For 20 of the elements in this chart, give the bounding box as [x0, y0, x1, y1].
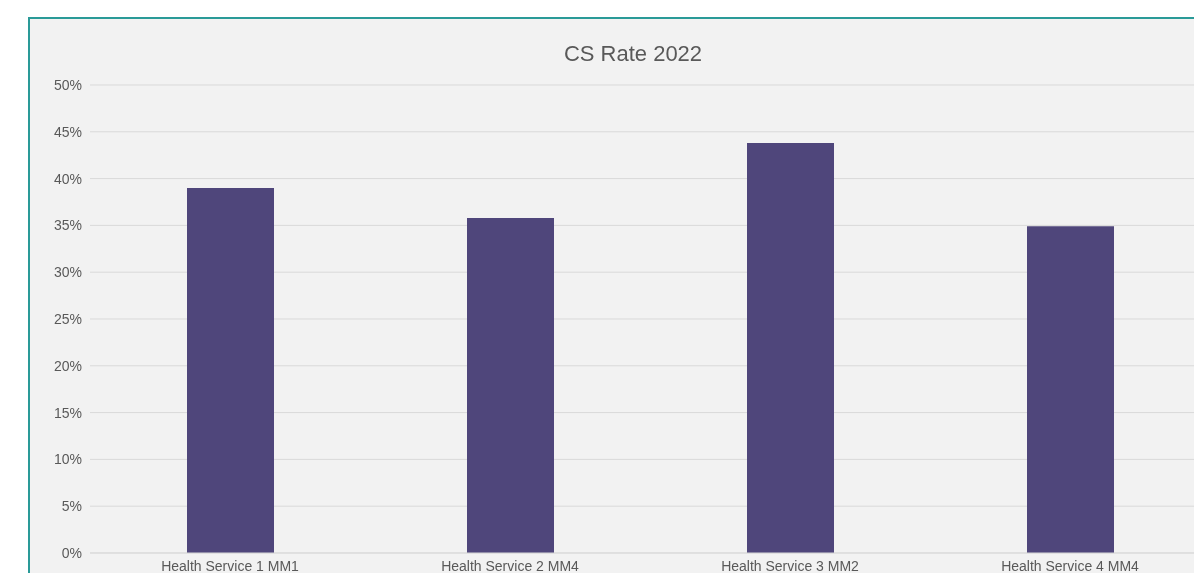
y-tick-label: 10% [53, 451, 82, 468]
y-tick-label: 0% [61, 544, 82, 561]
y-tick-label: 30% [53, 264, 82, 281]
bar [747, 143, 834, 553]
bar [1027, 226, 1114, 553]
y-tick-label: 45% [53, 123, 82, 140]
bar [187, 187, 274, 553]
x-tick-label: Health Service 1 MM1 [161, 557, 300, 573]
x-tick-label: Health Service 4 MM4 [1001, 557, 1140, 573]
x-tick-label: Health Service 2 MM4 [441, 557, 580, 573]
y-tick-label: 50% [53, 76, 82, 93]
x-tick-label: Health Service 3 MM2 [721, 557, 860, 573]
y-tick-label: 5% [61, 498, 82, 515]
chart-title: CS Rate 2022 [562, 41, 704, 68]
y-tick-label: 25% [53, 310, 82, 327]
y-tick-label: 35% [53, 217, 82, 234]
y-tick-label: 15% [53, 404, 82, 421]
y-tick-label: 40% [53, 170, 82, 187]
y-tick-label: 20% [53, 357, 82, 374]
bar [467, 217, 554, 553]
